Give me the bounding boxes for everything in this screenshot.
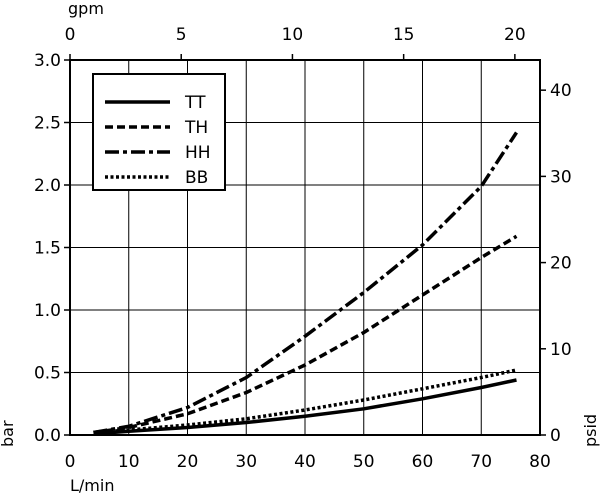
- legend-label-hh: HH: [185, 143, 211, 163]
- y-right-axis-title: psid: [581, 414, 600, 447]
- series-line-bb: [93, 368, 517, 435]
- x-bottom-tick-label: 10: [118, 452, 140, 472]
- legend: TT TH HH BB: [92, 73, 226, 191]
- x-bottom-tick-label: 20: [177, 452, 199, 472]
- y-left-tick-label: 0.5: [34, 364, 61, 384]
- x-top-axis-title: gpm: [68, 0, 104, 18]
- x-bottom-tick-label: 50: [353, 452, 375, 472]
- y-right-tick-label: 0: [550, 426, 561, 446]
- legend-label-th: TH: [184, 118, 208, 138]
- y-left-tick-label: 2.0: [34, 176, 61, 196]
- y-left-tick-label: 2.5: [34, 114, 61, 134]
- series-line-th: [93, 234, 518, 435]
- y-right-tick-label: 30: [550, 167, 572, 187]
- y-left-tick-label: 1.5: [34, 239, 61, 259]
- x-bottom-tick-label: 0: [65, 452, 76, 472]
- y-right-tick-label: 10: [550, 340, 572, 360]
- y-right-tick-label: 40: [550, 81, 572, 101]
- x-bottom-tick-label: 30: [235, 452, 257, 472]
- x-bottom-tick-label: 60: [412, 452, 434, 472]
- tick-labels: 0 10 20 30 40 50 60 70 800.00.51.01.52.02.53.00 5…: [34, 25, 572, 472]
- x-bottom-axis-title: L/min: [70, 476, 114, 495]
- legend-box: [92, 73, 226, 191]
- legend-label-tt: TT: [184, 93, 206, 113]
- grid: [69, 59, 541, 436]
- legend-label-bb: BB: [185, 168, 208, 188]
- x-bottom-tick-label: 40: [294, 452, 316, 472]
- series-line-tt: [93, 378, 517, 436]
- series-layer: [93, 131, 518, 436]
- y-left-axis-title: bar: [0, 420, 17, 447]
- y-left-tick-label: 3.0: [34, 51, 61, 71]
- x-bottom-tick-label: 80: [529, 452, 551, 472]
- x-top-tick-label: 10: [282, 25, 304, 45]
- x-bottom-tick-label: 70: [470, 452, 492, 472]
- y-left-tick-label: 0.0: [34, 426, 61, 446]
- x-top-tick-label: 5: [176, 25, 187, 45]
- y-left-tick-label: 1.0: [34, 301, 61, 321]
- x-top-tick-label: 0: [65, 25, 76, 45]
- x-top-tick-label: 15: [393, 25, 415, 45]
- y-right-tick-label: 20: [550, 254, 572, 274]
- series-line-hh: [93, 131, 518, 435]
- x-top-tick-label: 20: [504, 25, 526, 45]
